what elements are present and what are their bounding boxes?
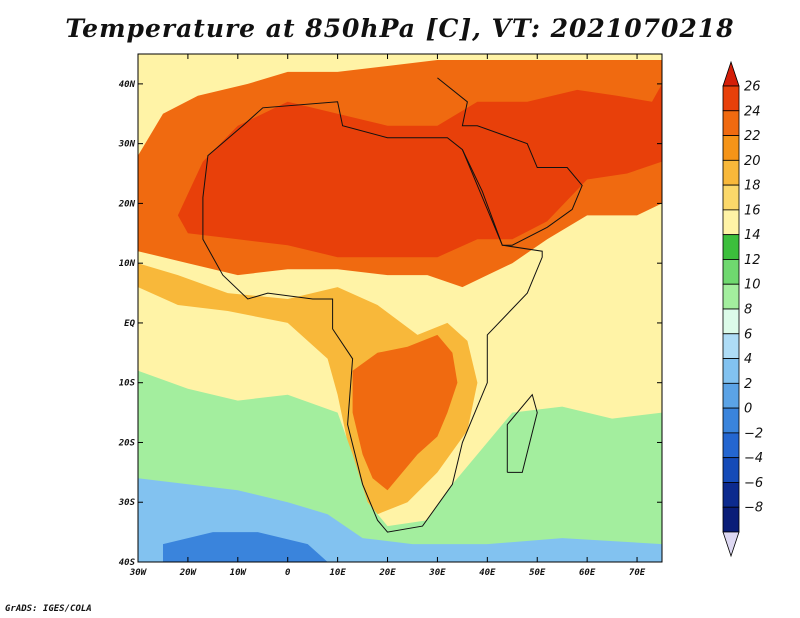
x-tick-label: 10W [230,568,248,578]
coastline-madagascar [506,393,538,473]
colorbar-label: 8 [744,303,752,318]
x-tick-label: 30E [428,568,446,578]
colorbar-box [722,209,740,236]
coastline-arabia [437,77,583,246]
y-tick-label: 40N [119,80,136,90]
map-frame [137,53,663,563]
y-tick-label: 30N [118,140,136,150]
colorbar-box [722,110,740,136]
colorbar-box [722,333,740,359]
colorbar-box [722,382,740,409]
colorbar-box [722,506,740,533]
temperature-region-0 [177,83,662,258]
colorbar-label: 16 [744,203,761,218]
x-tick-label: 10E [329,568,346,578]
colorbar-label: 24 [744,104,761,119]
colorbar-box [722,234,740,260]
x-tick-label: 20W [179,568,198,578]
colorbar-label: −2 [744,426,763,441]
x-tick-label: 0 [285,568,291,578]
x-tick-label: 40E [479,568,496,578]
colorbar-box [722,85,740,112]
coastline [202,101,543,533]
map-title: Temperature at 850hPa [C], VT: 202107021… [65,14,735,43]
colorbar-box [722,482,740,508]
x-tick-label: 50E [529,568,546,578]
colorbar-box [722,308,740,335]
colorbar-box [722,159,740,186]
colorbar-box [722,135,740,161]
y-tick-label: EQ [124,319,135,329]
temperature-region-2 [352,334,458,491]
x-tick-label: 20E [378,568,396,578]
colorbar-label: −6 [744,476,763,491]
colorbar-label: 12 [744,253,761,268]
colorbar-label: −4 [744,451,763,466]
colorbar-label: 14 [744,228,761,243]
x-tick-label: 30W [129,568,148,578]
temperature-regions [138,60,662,562]
temperature-region-6 [163,532,328,562]
colorbar-box [722,432,740,459]
colorbar-box [722,457,740,483]
y-tick-label: 10N [119,259,136,269]
y-tick-label: 20S [118,438,136,448]
y-tick-label: 30S [118,498,136,508]
x-tick-label: 60E [579,568,596,578]
colorbar-box [722,283,740,310]
colorbar-label: 4 [744,352,752,367]
colorbar-label: 6 [744,327,752,342]
y-tick-label: 10S [119,379,136,389]
credit-label: GrADS: IGES/COLA [5,604,92,614]
y-tick-label: 40S [119,558,136,568]
colorbar-box [722,259,740,285]
colorbar-box [722,407,740,434]
colorbar-label: 26 [744,80,761,95]
colorbar-label: −8 [744,501,763,516]
colorbar-label: 18 [744,179,761,194]
colorbar-label: 10 [744,278,761,293]
colorbar-label: 20 [744,154,761,169]
colorbar-label: 2 [744,377,752,392]
y-tick-label: 20N [118,199,136,209]
colorbar-label: 22 [744,129,761,144]
colorbar-box [722,184,740,211]
colorbar-bottom-arrow [722,531,740,558]
colorbar-top-arrow [722,60,740,87]
colorbar-box [722,358,740,384]
x-tick-label: 70E [629,568,646,578]
colorbar-label: 0 [744,402,752,417]
